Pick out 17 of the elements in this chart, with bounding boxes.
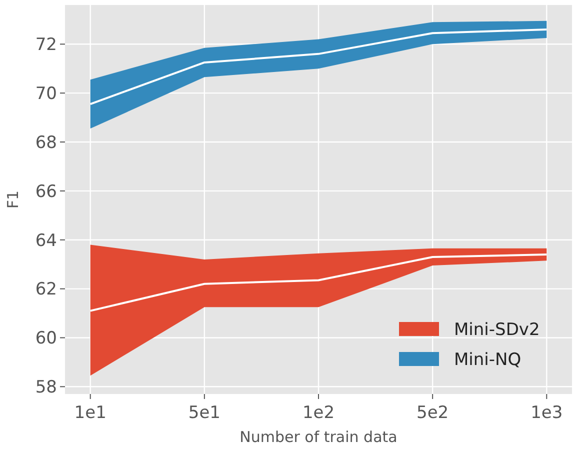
y-axis-title: F1: [4, 190, 22, 209]
y-tick-label: 68: [35, 132, 57, 153]
x-tick-label: 5e2: [416, 403, 449, 423]
y-tick-label: 60: [35, 328, 57, 349]
legend-label: Mini-SDv2: [454, 320, 540, 340]
y-tick-label: 70: [35, 84, 57, 104]
x-tick-label: 1e1: [74, 403, 106, 423]
x-tick-label: 1e3: [530, 403, 563, 423]
y-tick-label: 58: [35, 378, 57, 398]
y-tick-label: 72: [35, 35, 57, 56]
y-tick-label: 62: [35, 280, 57, 300]
x-tick-label: 5e1: [188, 403, 220, 423]
x-tick-label: 1e2: [302, 403, 335, 423]
y-tick-label: 64: [35, 230, 57, 251]
legend-label: Mini-NQ: [454, 350, 522, 370]
y-tick-label: 66: [35, 182, 57, 202]
x-axis-title: Number of train data: [240, 428, 398, 446]
